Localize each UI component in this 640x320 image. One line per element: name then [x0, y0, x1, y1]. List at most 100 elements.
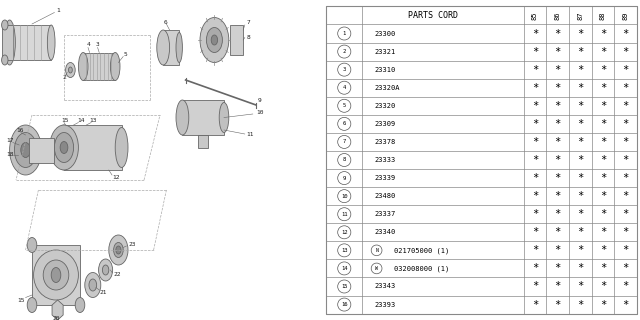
Text: *: *: [577, 209, 583, 219]
Ellipse shape: [219, 102, 229, 132]
Ellipse shape: [68, 67, 72, 73]
Ellipse shape: [206, 28, 223, 52]
Bar: [64, 125, 122, 170]
Text: 88: 88: [600, 11, 606, 20]
Ellipse shape: [27, 298, 36, 313]
Ellipse shape: [85, 273, 101, 298]
Bar: [32, 245, 80, 305]
Bar: [2, 25, 13, 60]
Text: 10: 10: [256, 110, 264, 115]
Text: *: *: [600, 101, 606, 111]
Text: 9: 9: [342, 176, 346, 180]
Text: *: *: [600, 191, 606, 201]
Ellipse shape: [89, 279, 97, 291]
Text: *: *: [532, 65, 538, 75]
Bar: [83, 52, 115, 80]
Ellipse shape: [2, 55, 8, 65]
Text: 8: 8: [342, 157, 346, 163]
Ellipse shape: [33, 250, 79, 300]
Text: *: *: [532, 83, 538, 93]
Text: 18: 18: [6, 153, 14, 157]
Text: 23: 23: [128, 243, 136, 247]
Ellipse shape: [44, 260, 69, 290]
Text: 20: 20: [53, 316, 60, 320]
Bar: [10, 25, 51, 60]
Text: *: *: [577, 227, 583, 237]
Text: 15: 15: [18, 298, 25, 302]
Text: 16: 16: [16, 127, 24, 132]
Text: *: *: [532, 155, 538, 165]
Text: 87: 87: [577, 11, 583, 20]
Text: *: *: [600, 155, 606, 165]
Circle shape: [371, 245, 382, 256]
Text: *: *: [577, 155, 583, 165]
Ellipse shape: [56, 125, 72, 170]
Text: W: W: [375, 266, 378, 271]
Text: *: *: [622, 155, 628, 165]
Circle shape: [338, 135, 351, 148]
Text: *: *: [554, 300, 561, 309]
Text: *: *: [622, 263, 628, 273]
Ellipse shape: [115, 127, 128, 167]
Text: *: *: [600, 300, 606, 309]
Text: *: *: [600, 47, 606, 57]
Text: *: *: [600, 137, 606, 147]
Text: *: *: [554, 245, 561, 255]
Text: *: *: [532, 47, 538, 57]
Text: 5: 5: [123, 52, 127, 58]
Ellipse shape: [50, 125, 79, 170]
Text: *: *: [532, 173, 538, 183]
Text: 10: 10: [341, 194, 348, 199]
Text: 15: 15: [341, 284, 348, 289]
Text: *: *: [622, 119, 628, 129]
Text: *: *: [554, 191, 561, 201]
Text: *: *: [577, 137, 583, 147]
Text: 23300: 23300: [375, 30, 396, 36]
Ellipse shape: [66, 62, 76, 77]
Text: *: *: [600, 227, 606, 237]
Text: 032008000 (1): 032008000 (1): [394, 265, 450, 272]
Ellipse shape: [20, 142, 31, 157]
Bar: [182, 100, 224, 135]
Circle shape: [338, 117, 351, 130]
Text: 23310: 23310: [375, 67, 396, 73]
Text: 23343: 23343: [375, 284, 396, 290]
Ellipse shape: [51, 268, 61, 283]
Text: 11: 11: [246, 132, 254, 138]
Text: *: *: [622, 137, 628, 147]
Ellipse shape: [116, 246, 121, 254]
Text: *: *: [554, 282, 561, 292]
Text: 23333: 23333: [375, 157, 396, 163]
Text: *: *: [577, 119, 583, 129]
Bar: [198, 135, 208, 148]
Text: *: *: [577, 28, 583, 38]
Text: *: *: [532, 28, 538, 38]
Ellipse shape: [27, 237, 36, 252]
Text: 2: 2: [63, 75, 66, 80]
Text: *: *: [622, 282, 628, 292]
Text: 9: 9: [258, 98, 261, 102]
Text: 23480: 23480: [375, 193, 396, 199]
Text: 1: 1: [56, 7, 60, 12]
Text: *: *: [532, 263, 538, 273]
Ellipse shape: [176, 33, 182, 62]
Text: *: *: [622, 101, 628, 111]
Text: 13: 13: [341, 248, 348, 253]
Text: 8: 8: [246, 35, 250, 40]
Text: *: *: [600, 282, 606, 292]
Circle shape: [338, 208, 351, 221]
Text: *: *: [577, 300, 583, 309]
Ellipse shape: [79, 52, 88, 81]
Text: *: *: [554, 227, 561, 237]
Text: 2: 2: [342, 49, 346, 54]
Text: *: *: [622, 83, 628, 93]
Text: *: *: [622, 300, 628, 309]
Text: 23340: 23340: [375, 229, 396, 235]
Text: 5: 5: [342, 103, 346, 108]
Text: 14: 14: [77, 117, 84, 123]
Text: *: *: [554, 47, 561, 57]
Text: *: *: [532, 282, 538, 292]
Text: 23321: 23321: [375, 49, 396, 55]
Text: 23339: 23339: [375, 175, 396, 181]
Circle shape: [338, 226, 351, 239]
